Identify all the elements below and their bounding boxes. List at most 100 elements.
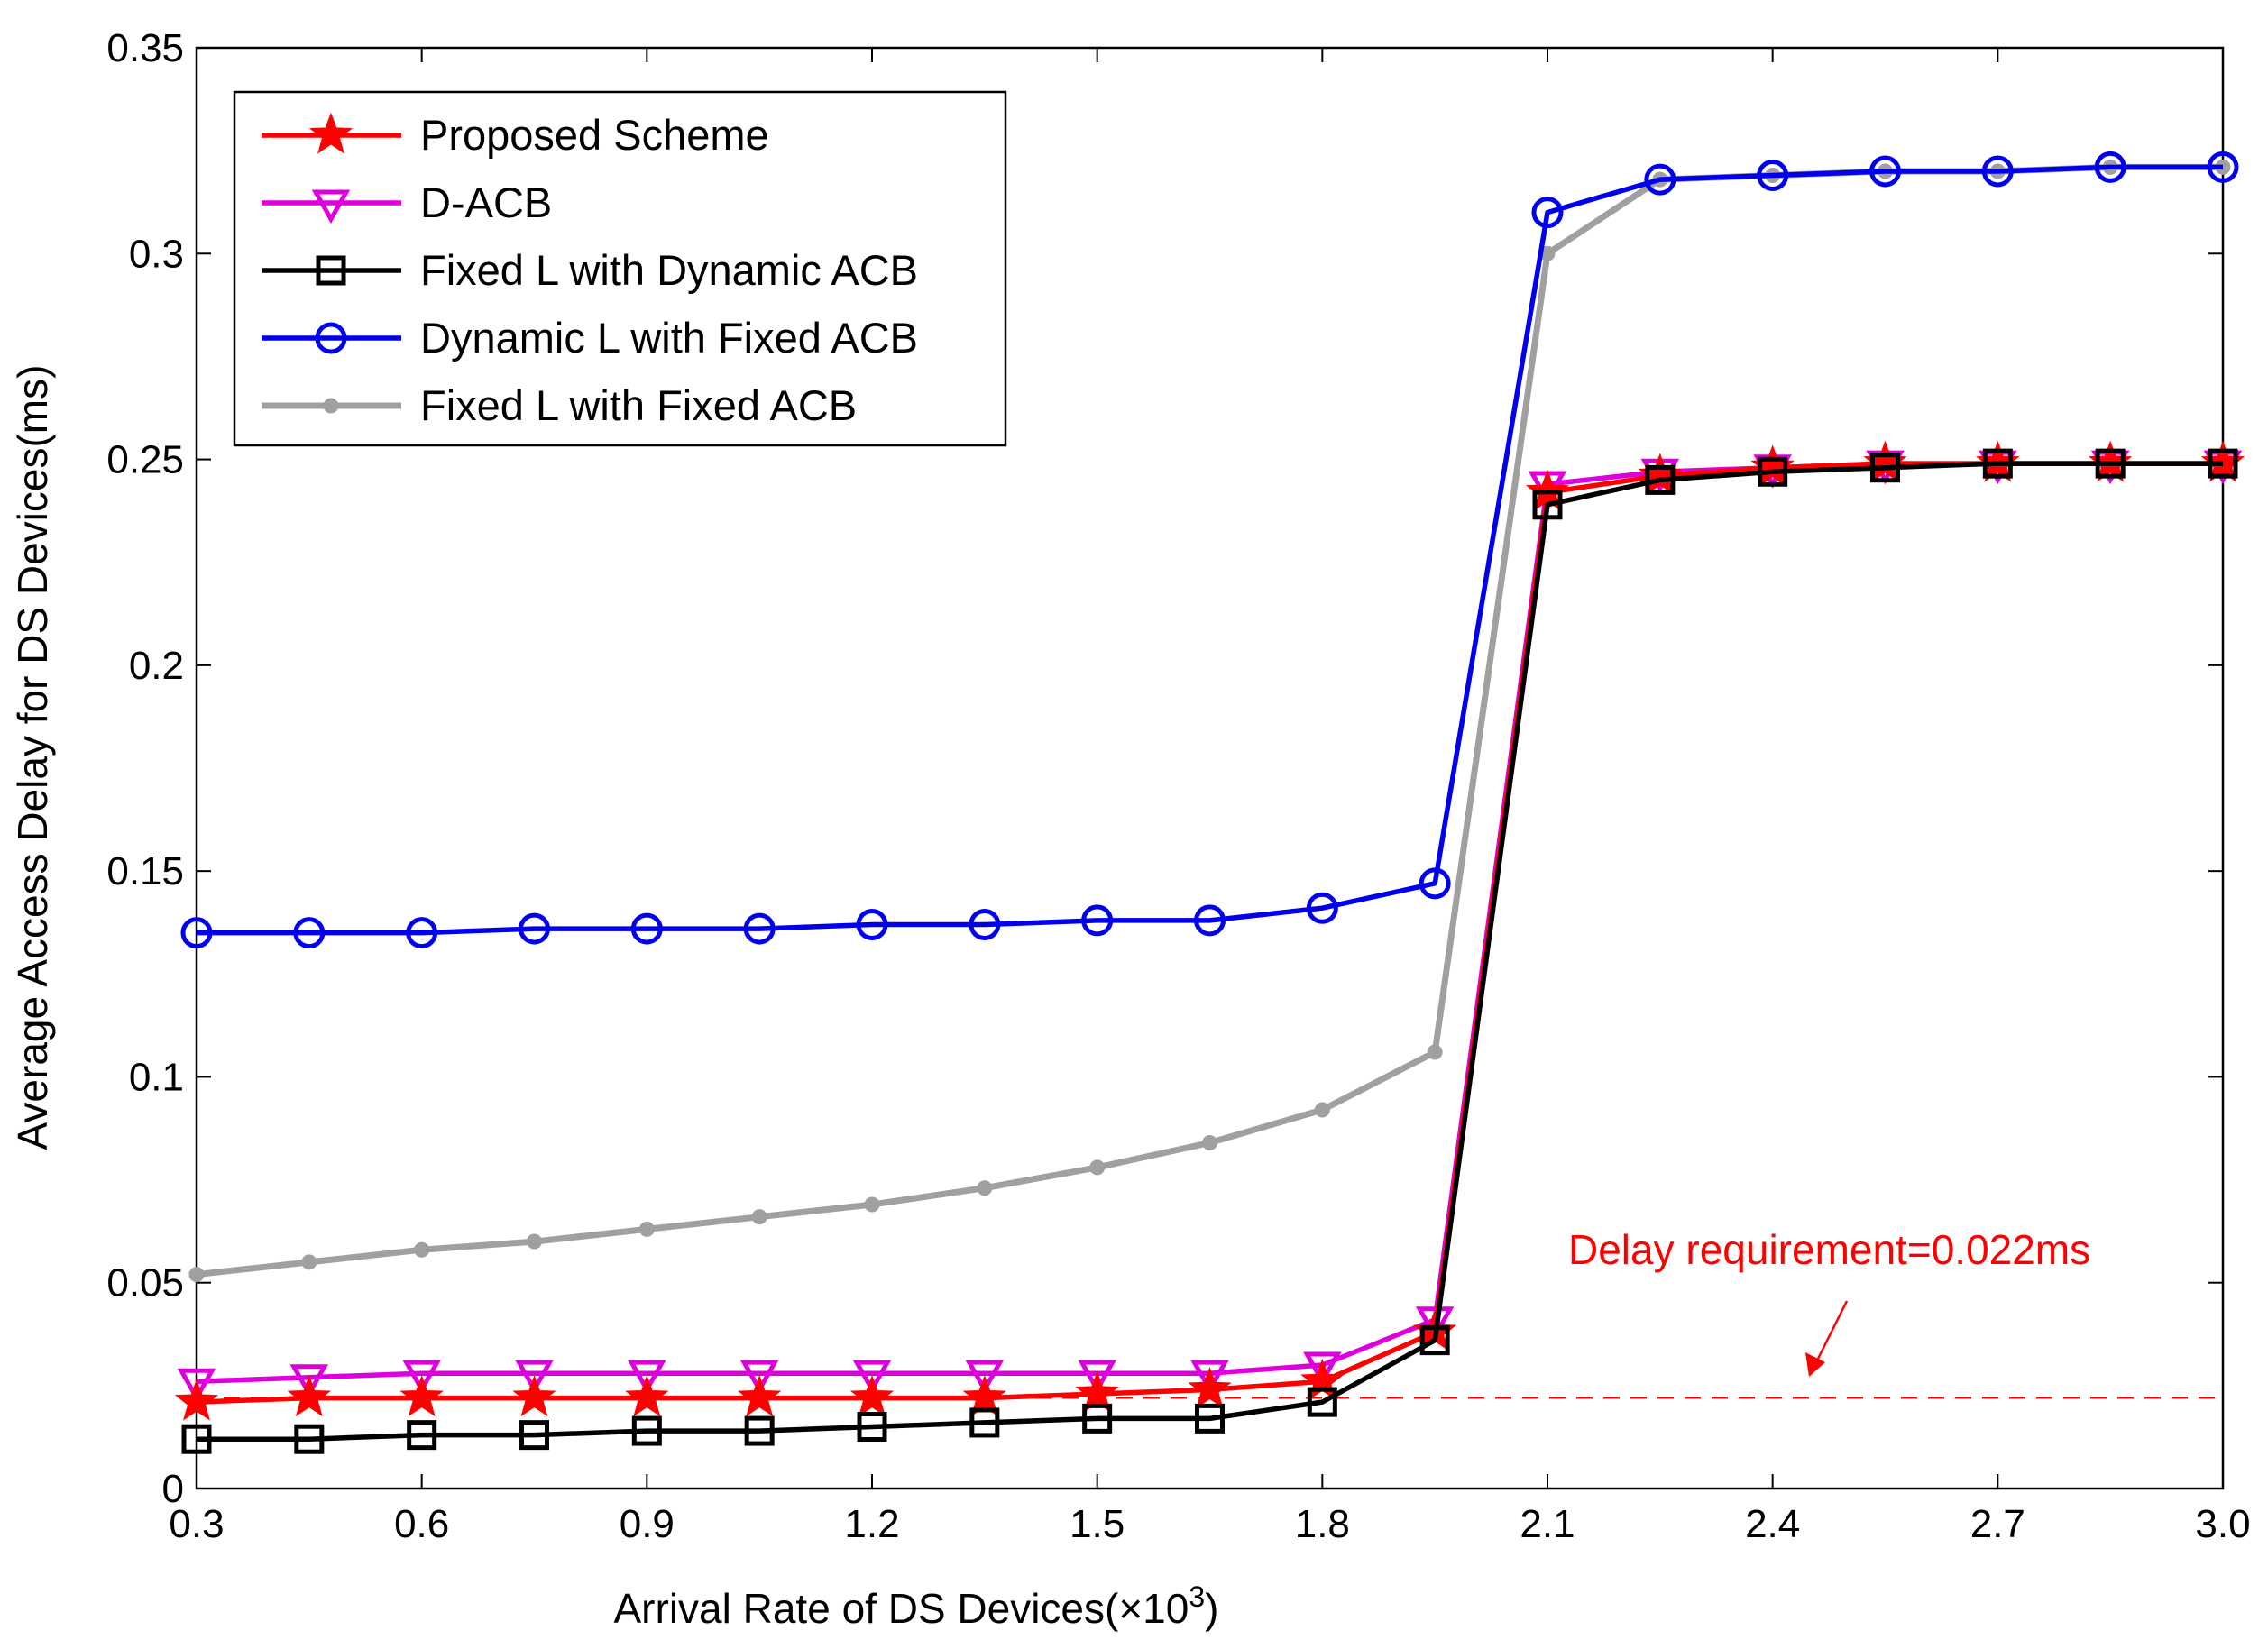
triangle-marker <box>1078 1360 1116 1395</box>
circle-marker <box>1757 160 1789 192</box>
circle-marker <box>315 322 347 354</box>
star-marker <box>1638 453 1683 495</box>
star-marker <box>1863 440 1907 482</box>
circle-marker <box>293 917 326 949</box>
square-marker <box>1645 464 1676 495</box>
square-marker <box>407 1420 437 1451</box>
triangle-marker <box>311 189 351 224</box>
y-tick-label: 0.25 <box>106 438 184 482</box>
star-marker <box>1750 444 1795 487</box>
square-marker <box>1419 1325 1450 1356</box>
annotation-arrow <box>1805 1300 1849 1377</box>
x-tick-label: 0.6 <box>394 1502 449 1546</box>
legend-label: Fixed L with Fixed ACB <box>420 381 857 429</box>
circle-marker <box>406 917 438 949</box>
x-axis-label-text: Arrival Rate of DS Devices(×10 <box>614 1585 1189 1632</box>
triangle-marker <box>1415 1306 1455 1341</box>
star-marker <box>962 1375 1007 1417</box>
legend-label: Dynamic L with Fixed ACB <box>420 314 918 362</box>
square-marker <box>2208 448 2238 479</box>
triangle-marker <box>965 1360 1005 1395</box>
dot-marker <box>638 1221 655 1237</box>
dot-marker <box>323 398 339 414</box>
tick-marks <box>196 47 2224 1489</box>
square-marker <box>294 1424 325 1454</box>
axes-frame <box>195 46 2225 1490</box>
triangle-marker <box>1190 1360 1229 1395</box>
square-marker <box>2095 448 2126 479</box>
circle-marker <box>2094 151 2126 183</box>
circle-marker <box>743 912 776 945</box>
circle-marker <box>1531 197 1564 229</box>
legend: Proposed Scheme D-ACB Fixed L with Dynamic… <box>233 90 1007 447</box>
star-marker <box>512 1375 556 1417</box>
star-marker <box>849 1375 895 1417</box>
dot-marker <box>1202 1134 1217 1150</box>
legend-label: Fixed L with Dynamic ACB <box>420 246 918 294</box>
x-tick-label: 0.3 <box>169 1502 224 1546</box>
axes <box>195 46 2225 1490</box>
legend-item: Fixed L with Fixed ACB <box>262 381 857 429</box>
triangle-marker <box>402 1360 441 1395</box>
square-marker <box>1870 453 1900 483</box>
y-tick-label: 0.15 <box>106 849 184 893</box>
circle-marker <box>1869 155 1901 188</box>
series-line <box>197 461 2223 1442</box>
circle-marker <box>519 912 550 945</box>
y-tick-label: 0.35 <box>106 26 184 70</box>
triangle-marker <box>852 1360 892 1395</box>
circle-marker <box>630 912 663 945</box>
square-marker <box>1307 1387 1337 1417</box>
star-marker <box>1188 1366 1232 1408</box>
series-fixed-l-with-dynamic-acb <box>181 448 2238 1454</box>
series-dynamic-l-with-fixed-acb <box>180 151 2239 949</box>
legend-item: Proposed Scheme <box>262 111 769 159</box>
dot-marker <box>1427 1044 1443 1060</box>
legend-label: D-ACB <box>420 179 552 226</box>
square-marker <box>969 1407 1000 1438</box>
delay-annotation: Delay requirement=0.022ms <box>1568 1226 2090 1273</box>
dot-marker <box>1314 1102 1330 1118</box>
triangle-marker <box>177 1368 216 1403</box>
tick-labels: 0.3 0.6 0.9 1.2 1.5 1.8 2.1 2.4 2.7 3.0 0 0.05 0.1 0.… <box>106 26 2250 1546</box>
y-tick-label: 0.3 <box>129 232 184 276</box>
circle-marker <box>2207 151 2239 183</box>
x-tick-label: 3.0 <box>2195 1502 2250 1546</box>
circle-marker <box>1306 892 1338 924</box>
square-marker <box>1758 456 1788 487</box>
star-marker <box>625 1375 669 1417</box>
dot-marker <box>1089 1159 1106 1176</box>
triangle-marker <box>739 1360 779 1395</box>
square-marker <box>1082 1403 1113 1434</box>
y-tick-label: 0.1 <box>129 1055 184 1099</box>
triangle-marker <box>628 1360 666 1395</box>
legend-item: D-ACB <box>262 179 552 226</box>
triangle-marker <box>1303 1351 1342 1387</box>
dot-marker <box>751 1209 767 1225</box>
dot-marker <box>414 1241 430 1258</box>
star-marker <box>1075 1370 1119 1413</box>
star-marker <box>399 1375 444 1417</box>
circle-marker <box>1981 155 2014 188</box>
x-axis-label-suffix: ) <box>1205 1585 1218 1632</box>
circle-marker <box>1194 904 1226 937</box>
triangle-marker <box>515 1360 554 1395</box>
x-tick-label: 0.9 <box>620 1502 675 1546</box>
square-marker <box>316 255 346 286</box>
series-line <box>197 164 2223 936</box>
y-tick-label: 0 <box>162 1467 184 1511</box>
dot-marker <box>188 1267 205 1283</box>
square-marker <box>1532 490 1563 520</box>
x-tick-label: 1.2 <box>844 1502 899 1546</box>
legend-item: Fixed L with Dynamic ACB <box>262 246 918 294</box>
square-marker <box>1982 448 2013 479</box>
x-axis-label: Arrival Rate of DS Devices(×103) <box>614 1580 1219 1632</box>
x-tick-label: 1.8 <box>1295 1502 1350 1546</box>
x-tick-label: 2.1 <box>1520 1502 1575 1546</box>
x-axis-label-exponent: 3 <box>1189 1580 1205 1613</box>
y-tick-label: 0.2 <box>129 644 184 688</box>
square-marker <box>1195 1403 1225 1434</box>
dot-marker <box>864 1196 880 1213</box>
circle-marker <box>1419 867 1451 900</box>
